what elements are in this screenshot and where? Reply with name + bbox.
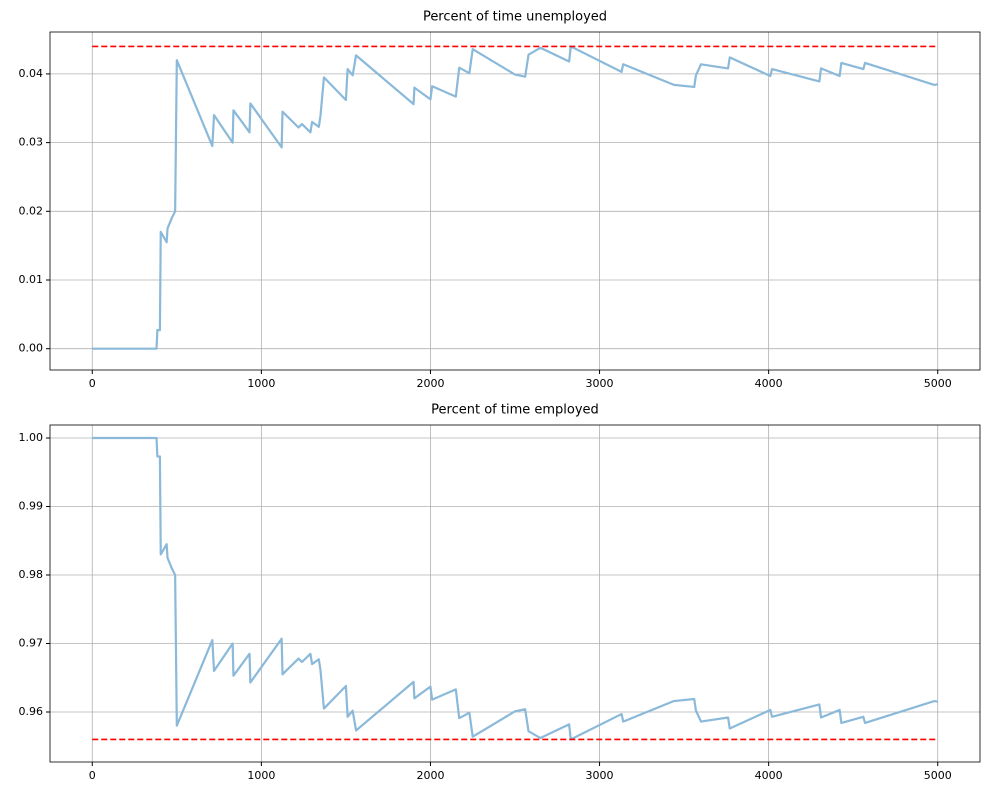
x-tick-label: 1000	[247, 377, 275, 390]
y-tick-label: 0.00	[19, 342, 44, 355]
x-tick-label: 4000	[755, 377, 783, 390]
x-tick-label: 2000	[416, 377, 444, 390]
x-tick-label: 4000	[755, 769, 783, 782]
axes-frame	[49, 424, 981, 763]
x-tick-label: 0	[89, 377, 96, 390]
y-tick-label: 0.03	[19, 136, 44, 149]
axes-frame	[49, 31, 981, 371]
y-tick-label: 1.00	[19, 431, 44, 444]
y-tick-label: 0.96	[19, 705, 44, 718]
x-tick-label: 2000	[416, 769, 444, 782]
chart-title: Percent of time unemployed	[423, 10, 607, 25]
series-line	[92, 45, 938, 350]
x-tick-label: 0	[89, 769, 96, 782]
chart-title: Percent of time employed	[431, 403, 599, 418]
x-tick-label: 3000	[586, 377, 614, 390]
x-tick-label: 5000	[924, 769, 952, 782]
y-tick-label: 0.97	[19, 637, 44, 650]
x-tick-label: 1000	[247, 769, 275, 782]
y-tick-label: 0.98	[19, 568, 44, 581]
y-tick-label: 0.02	[19, 204, 44, 217]
series-line	[92, 436, 938, 741]
x-tick-label: 3000	[586, 769, 614, 782]
x-tick-label: 5000	[924, 377, 952, 390]
y-tick-label: 0.99	[19, 500, 44, 513]
y-tick-label: 0.01	[19, 273, 44, 286]
y-tick-label: 0.04	[19, 67, 44, 80]
